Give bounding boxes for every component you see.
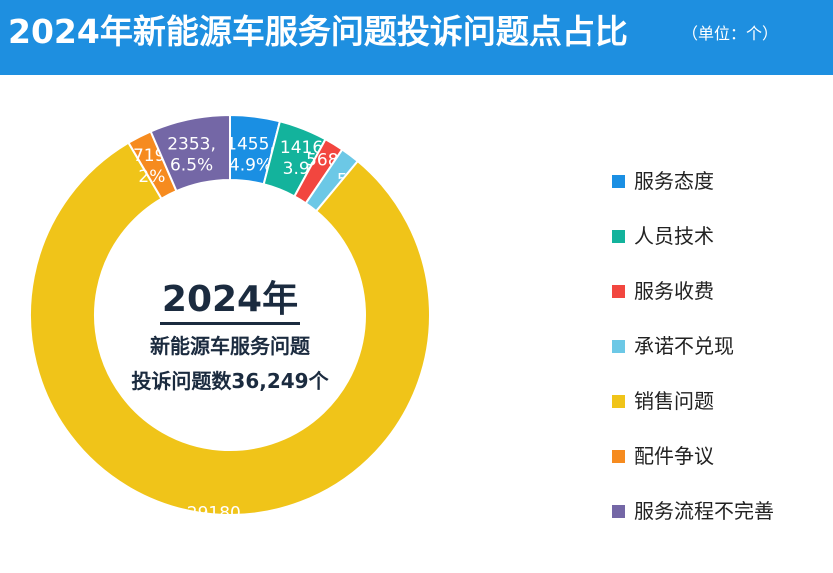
donut-chart: 1455,4.9%1416,3.9%568,1.6%558,1.5%29180,… (29, 113, 431, 544)
legend-item-sales-issue: 销售问题 (612, 388, 714, 414)
legend-swatch-service-process (612, 504, 625, 518)
legend-swatch-service-fee (612, 284, 625, 298)
chart-title: 2024年新能源车服务问题投诉问题点占比 (8, 12, 628, 51)
legend-swatch-staff-skill (612, 229, 625, 243)
legend-item-unfulfilled-promise: 承诺不兑现 (612, 333, 734, 359)
legend-label: 配件争议 (634, 444, 714, 468)
data-label-sales-issue: 29180, 80.5% (187, 503, 246, 544)
legend-label: 服务流程不完善 (634, 499, 774, 523)
unit-label: （单位：个） (682, 24, 779, 43)
legend-item-service-attitude: 服务态度 (612, 168, 714, 194)
legend-swatch-sales-issue (612, 394, 625, 408)
legend-label: 承诺不兑现 (634, 334, 734, 358)
legend-item-parts-dispute: 配件争议 (612, 443, 714, 469)
center-line-1: 新能源车服务问题 (150, 334, 310, 358)
center-year: 2024年 (161, 279, 299, 320)
center-line-2: 投诉问题数36,249个 (131, 369, 329, 393)
legend-swatch-parts-dispute (612, 449, 625, 463)
center-underline (160, 322, 300, 325)
chart-area: 1455,4.9%1416,3.9%568,1.6%558,1.5%29180,… (0, 75, 833, 573)
legend-label: 服务态度 (634, 169, 714, 193)
legend-swatch-unfulfilled-promise (612, 339, 625, 353)
slice-sales-issue (29, 141, 431, 516)
data-label-service-process: 2353, 6.5% (167, 134, 216, 175)
legend-label: 人员技术 (634, 224, 714, 248)
legend-label: 服务收费 (634, 279, 714, 303)
legend-swatch-service-attitude (612, 174, 625, 188)
legend-item-service-process: 服务流程不完善 (612, 498, 774, 524)
slice-service-process (149, 113, 231, 193)
title-banner: 2024年新能源车服务问题投诉问题点占比 （单位：个） (0, 0, 833, 75)
data-label-service-attitude: 1455, 4.9% (226, 134, 275, 175)
legend-label: 销售问题 (634, 389, 714, 413)
legend-item-service-fee: 服务收费 (612, 278, 714, 304)
legend-item-staff-skill: 人员技术 (612, 223, 714, 249)
